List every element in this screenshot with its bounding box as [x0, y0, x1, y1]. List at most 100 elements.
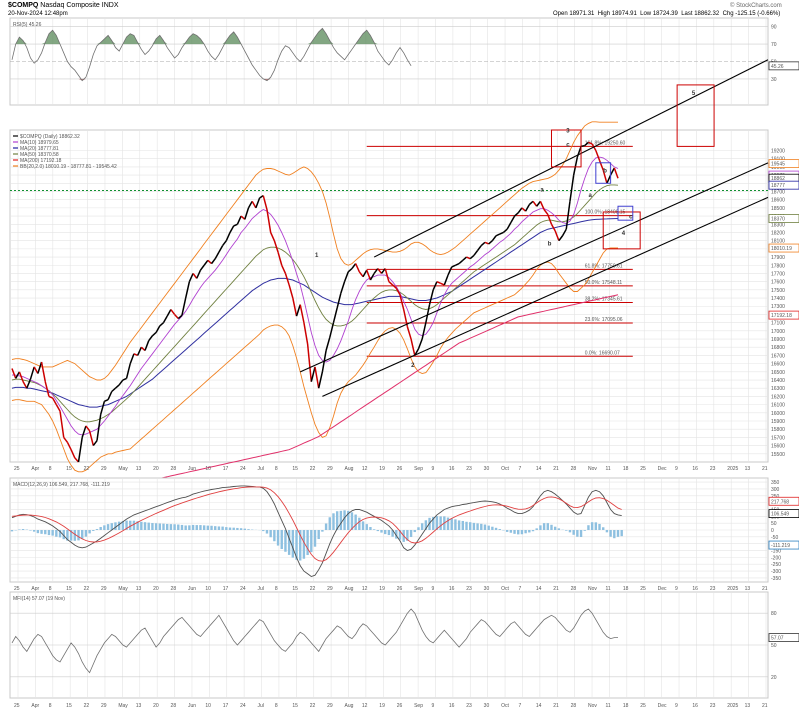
price-tick-label: 16000 [771, 411, 785, 417]
macd-histogram-bar [140, 521, 143, 530]
mfi-x-label: Apr [31, 703, 39, 709]
price-segment [122, 377, 127, 381]
price-segment [547, 214, 553, 225]
macd-histogram-bar [132, 520, 136, 530]
price-segment [539, 201, 545, 210]
price-segment [292, 297, 298, 317]
macd-signal-line [11, 486, 622, 562]
open-label: Open [553, 11, 568, 17]
rsi-level-label: 30 [771, 77, 777, 83]
price-segment [299, 304, 305, 323]
price-segment [340, 281, 346, 294]
price-segment [543, 209, 549, 215]
price-tag-box [768, 243, 799, 253]
price-segment [63, 436, 69, 443]
macd-histogram-bar [609, 530, 612, 537]
price-x-label: 28 [171, 466, 177, 472]
macd-histogram-bar [110, 523, 113, 530]
macd-histogram-bar [616, 530, 620, 537]
price-segment [451, 264, 456, 268]
macd-histogram-bar [546, 523, 549, 530]
price-segment [70, 449, 76, 459]
mfi-x-label: 16 [692, 703, 698, 709]
low-value: 18724.39 [652, 11, 678, 17]
ma50-line [11, 218, 619, 408]
price-segment [236, 215, 242, 225]
price-segment [428, 289, 434, 305]
price-tick-label: 15500 [771, 452, 785, 458]
macd-histogram-bar [88, 530, 91, 534]
price-x-label: Apr [31, 466, 39, 472]
price-x-label: 20 [153, 466, 159, 472]
price-segment [244, 207, 250, 220]
price-segment [177, 314, 183, 320]
price-segment [306, 343, 313, 382]
macd-x-label: 18 [623, 586, 629, 592]
price-segment [229, 225, 235, 233]
index-name: Nasdaq Composite [40, 2, 100, 9]
macd-line [11, 485, 622, 578]
price-tag-box [768, 159, 799, 169]
price-tick-label: 15700 [771, 435, 785, 441]
macd-histogram-bar [221, 526, 224, 530]
macd-histogram-bar [361, 521, 365, 530]
price-segment [569, 174, 575, 202]
price-segment [125, 363, 131, 379]
ma10-line [12, 156, 619, 436]
chart-date: 20-Nov-2024 12:48pm [8, 11, 68, 17]
price-segment [240, 215, 246, 220]
macd-histogram-bar [439, 516, 442, 530]
wave-label-2: 2 [411, 363, 415, 369]
price-segment [366, 269, 372, 281]
price-segment [455, 262, 460, 266]
price-x-label: 13 [136, 466, 142, 472]
price-segment [129, 353, 135, 364]
price-segment [384, 268, 390, 282]
price-x-label: 14 [536, 466, 542, 472]
mfi-value-tag-box [768, 633, 799, 642]
price-segment [347, 267, 353, 273]
macd-tick-label: 0 [771, 528, 774, 534]
macd-tag-box [768, 540, 799, 550]
price-x-label: 21 [762, 466, 768, 472]
price-segment [469, 254, 475, 260]
mfi-x-label: 11 [605, 703, 610, 709]
macd-histogram-bar [417, 527, 420, 530]
mfi-x-label: Nov [588, 703, 597, 709]
price-segment [517, 207, 523, 214]
price-segment [207, 259, 213, 265]
macd-histogram-bar [44, 530, 47, 535]
macd-histogram-bar [202, 525, 206, 530]
price-x-label: 24 [240, 466, 246, 472]
macd-histogram-bar [450, 518, 453, 530]
macd-histogram-bar [565, 530, 568, 531]
legend-entry: MA(20) 18777.81 [20, 146, 59, 152]
mfi-x-label: Dec [658, 703, 667, 709]
mfi-x-label: 23 [710, 703, 716, 709]
price-segment [524, 204, 530, 212]
price-segment [303, 322, 309, 345]
price-tick-label: 18100 [771, 239, 785, 245]
price-segment [37, 361, 43, 374]
price-segment [251, 200, 257, 209]
legend-entry: BB(20,2.0) 18010.19 - 18777.81 - 19545.4… [20, 164, 117, 170]
mfi-x-label: 23 [466, 703, 472, 709]
macd-histogram-bar [169, 524, 173, 530]
mfi-x-label: Aug [345, 703, 354, 709]
price-segment [51, 397, 57, 405]
macd-histogram-bar [620, 530, 623, 537]
mfi-x-label: May [118, 703, 128, 709]
price-x-label: 15 [66, 466, 72, 472]
macd-histogram-bar [435, 516, 439, 530]
price-segment [96, 414, 102, 441]
wave-label-b: b [603, 169, 607, 175]
mfi-x-label: 15 [292, 703, 298, 709]
price-segment [436, 280, 441, 284]
macd-x-label: 2025 [727, 586, 738, 592]
macd-histogram-bar [158, 523, 162, 530]
price-tag: 18862 [771, 176, 785, 182]
price-segment [473, 250, 479, 256]
price-segment [144, 340, 150, 351]
macd-x-label: 23 [710, 586, 716, 592]
price-segment [151, 331, 157, 337]
